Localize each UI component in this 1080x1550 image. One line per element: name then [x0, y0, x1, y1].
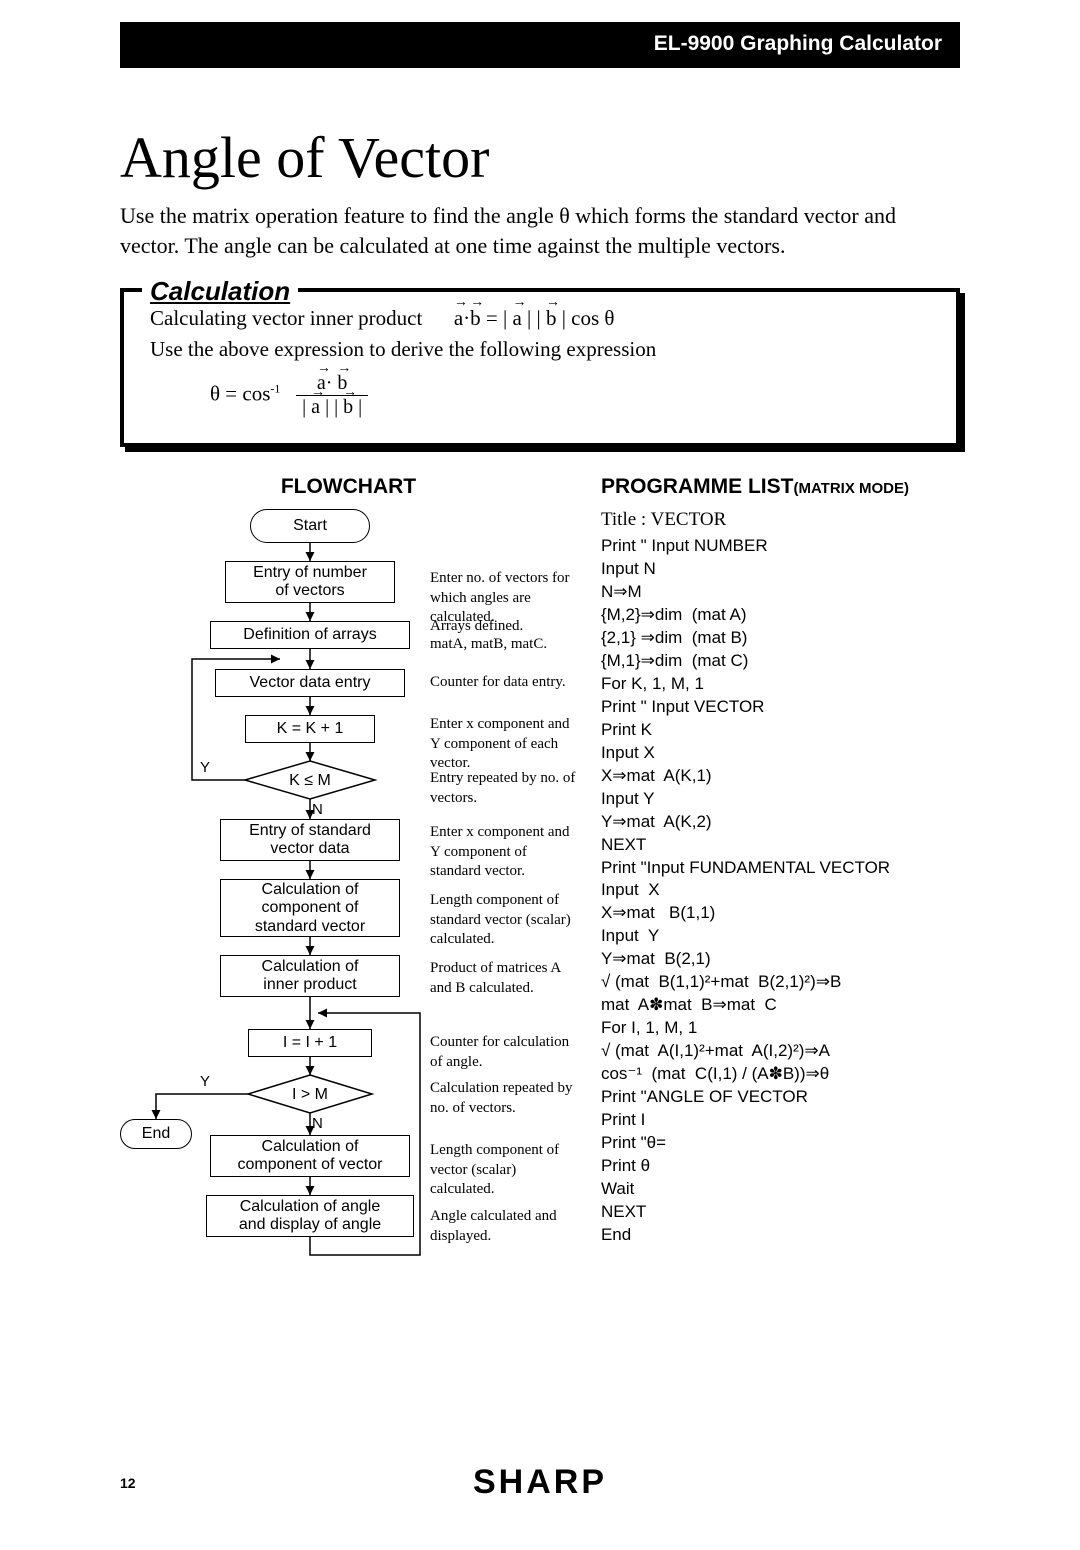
fc-note: Counter for data entry.: [430, 673, 566, 693]
fc-label: N: [312, 1115, 323, 1132]
fc-node-end: End: [120, 1119, 192, 1149]
product-name: EL-9900 Graphing Calculator: [654, 32, 942, 55]
fc-note: matA, matB, matC.: [430, 635, 547, 655]
calc-line2: Use the above expression to derive the f…: [150, 337, 930, 362]
fraction: →a· →b | →a | | →b |: [296, 372, 368, 419]
fc-node-stdvec: Entry of standardvector data: [220, 819, 400, 861]
fc-label: Y: [200, 759, 210, 776]
header-bar: EL-9900 Graphing Calculator: [120, 22, 960, 68]
intro-text: Use the matrix operation feature to find…: [120, 201, 960, 260]
calculation-legend: Calculation: [142, 276, 298, 307]
fc-node-calccomp: Calculation ofcomponent ofstandard vecto…: [220, 879, 400, 937]
fc-note: Length component of vector (scalar) calc…: [430, 1141, 577, 1200]
footer: 12 SHARP: [120, 1463, 960, 1502]
calc-line1: Calculating vector inner product →a·→b =…: [150, 306, 930, 331]
flowchart-diagram: K ≤ M I > M Start Entry of numberof vector…: [120, 509, 577, 1469]
fc-node-kinc: K = K + 1: [245, 715, 375, 743]
calc-formula2: θ = cos-1 →a· →b | →a | | →b |: [210, 372, 930, 419]
fc-node-calcinn: Calculation ofinner product: [220, 955, 400, 997]
fc-note: Angle calculated and displayed.: [430, 1207, 577, 1246]
fc-note: Counter for calculation of angle.: [430, 1033, 577, 1072]
programme-column: PROGRAMME LIST(MATRIX MODE) Title : VECT…: [601, 475, 960, 1469]
page-number: 12: [120, 1475, 136, 1491]
fc-node-entrynum: Entry of numberof vectors: [225, 561, 395, 603]
page-title: Angle of Vector: [120, 124, 960, 191]
fc-note: Arrays defined.: [430, 617, 523, 637]
programme-title: Title : VECTOR: [601, 509, 960, 531]
flowchart-column: FLOWCHART K ≤ M I > M Start Entry of numbe…: [120, 475, 577, 1469]
fc-note: Calculation repeated by no. of vectors.: [430, 1079, 577, 1118]
vec-a: →a: [454, 306, 463, 331]
brand-logo: SHARP: [473, 1463, 607, 1502]
fc-note: Enter x component and Y component of eac…: [430, 715, 577, 774]
fc-note: Entry repeated by no. of vectors.: [430, 769, 577, 808]
svg-text:K ≤ M: K ≤ M: [289, 772, 331, 789]
fc-node-start: Start: [250, 509, 370, 543]
programme-heading: PROGRAMME LIST(MATRIX MODE): [601, 475, 960, 499]
fc-label: Y: [200, 1073, 210, 1090]
fc-label: N: [312, 801, 323, 818]
fc-note: Length component of standard vector (sca…: [430, 891, 577, 950]
fc-node-defarr: Definition of arrays: [210, 621, 410, 649]
fc-node-calcvec: Calculation ofcomponent of vector: [210, 1135, 410, 1177]
fc-node-iinc: I = I + 1: [248, 1029, 372, 1057]
flowchart-heading: FLOWCHART: [120, 475, 577, 499]
svg-text:I > M: I > M: [292, 1086, 328, 1103]
fc-note: Enter x component and Y component of sta…: [430, 823, 577, 882]
fc-node-calcang: Calculation of angleand display of angle: [206, 1195, 414, 1237]
fc-node-vecdata: Vector data entry: [215, 669, 405, 697]
fc-note: Product of matrices A and B calculated.: [430, 959, 577, 998]
programme-listing: Print " Input NUMBER Input N N⇒M {M,2}⇒d…: [601, 535, 960, 1246]
vec-b: →b: [470, 306, 481, 331]
calculation-box: Calculation Calculating vector inner pro…: [120, 288, 960, 447]
